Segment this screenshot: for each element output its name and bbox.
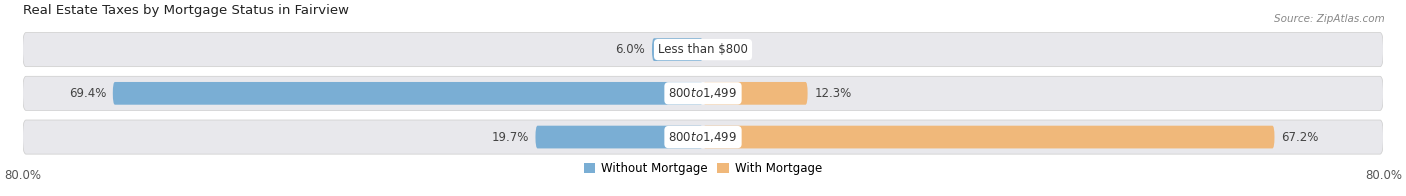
FancyBboxPatch shape <box>652 38 703 61</box>
FancyBboxPatch shape <box>22 120 1384 154</box>
Text: 67.2%: 67.2% <box>1281 131 1319 143</box>
Text: 19.7%: 19.7% <box>491 131 529 143</box>
FancyBboxPatch shape <box>22 33 1384 67</box>
Text: $800 to $1,499: $800 to $1,499 <box>668 86 738 100</box>
Text: 69.4%: 69.4% <box>69 87 105 100</box>
FancyBboxPatch shape <box>22 76 1384 110</box>
Text: Real Estate Taxes by Mortgage Status in Fairview: Real Estate Taxes by Mortgage Status in … <box>22 4 349 17</box>
Text: 6.0%: 6.0% <box>616 43 645 56</box>
Text: Less than $800: Less than $800 <box>658 43 748 56</box>
FancyBboxPatch shape <box>703 126 1274 148</box>
Text: $800 to $1,499: $800 to $1,499 <box>668 130 738 144</box>
FancyBboxPatch shape <box>536 126 703 148</box>
Legend: Without Mortgage, With Mortgage: Without Mortgage, With Mortgage <box>583 162 823 175</box>
Text: Source: ZipAtlas.com: Source: ZipAtlas.com <box>1274 14 1385 24</box>
Text: 12.3%: 12.3% <box>814 87 852 100</box>
FancyBboxPatch shape <box>112 82 703 105</box>
FancyBboxPatch shape <box>703 82 807 105</box>
